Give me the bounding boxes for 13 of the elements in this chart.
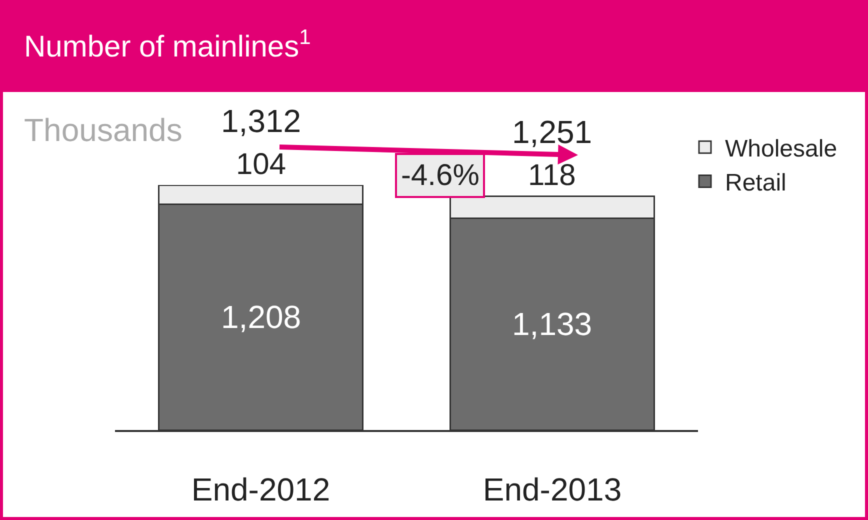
total-label: 1,312	[221, 103, 302, 139]
data-label: 118	[528, 159, 576, 192]
chart-title: Number of mainlines$^{1}$	[24, 26, 311, 64]
data-label: 1,133	[512, 306, 592, 342]
x-tick-label: End-2012	[191, 471, 330, 508]
data-label: 1,208	[221, 299, 302, 335]
total-label: 1,251	[512, 114, 592, 150]
annotation: -4.6%	[401, 159, 480, 192]
x-tick-label: End-2013	[482, 471, 622, 508]
legend-label: Retail	[725, 170, 786, 197]
chart-subtitle: Thousands	[24, 112, 182, 148]
legend-label: Wholesale	[725, 135, 838, 162]
data-label: 104	[236, 148, 286, 181]
